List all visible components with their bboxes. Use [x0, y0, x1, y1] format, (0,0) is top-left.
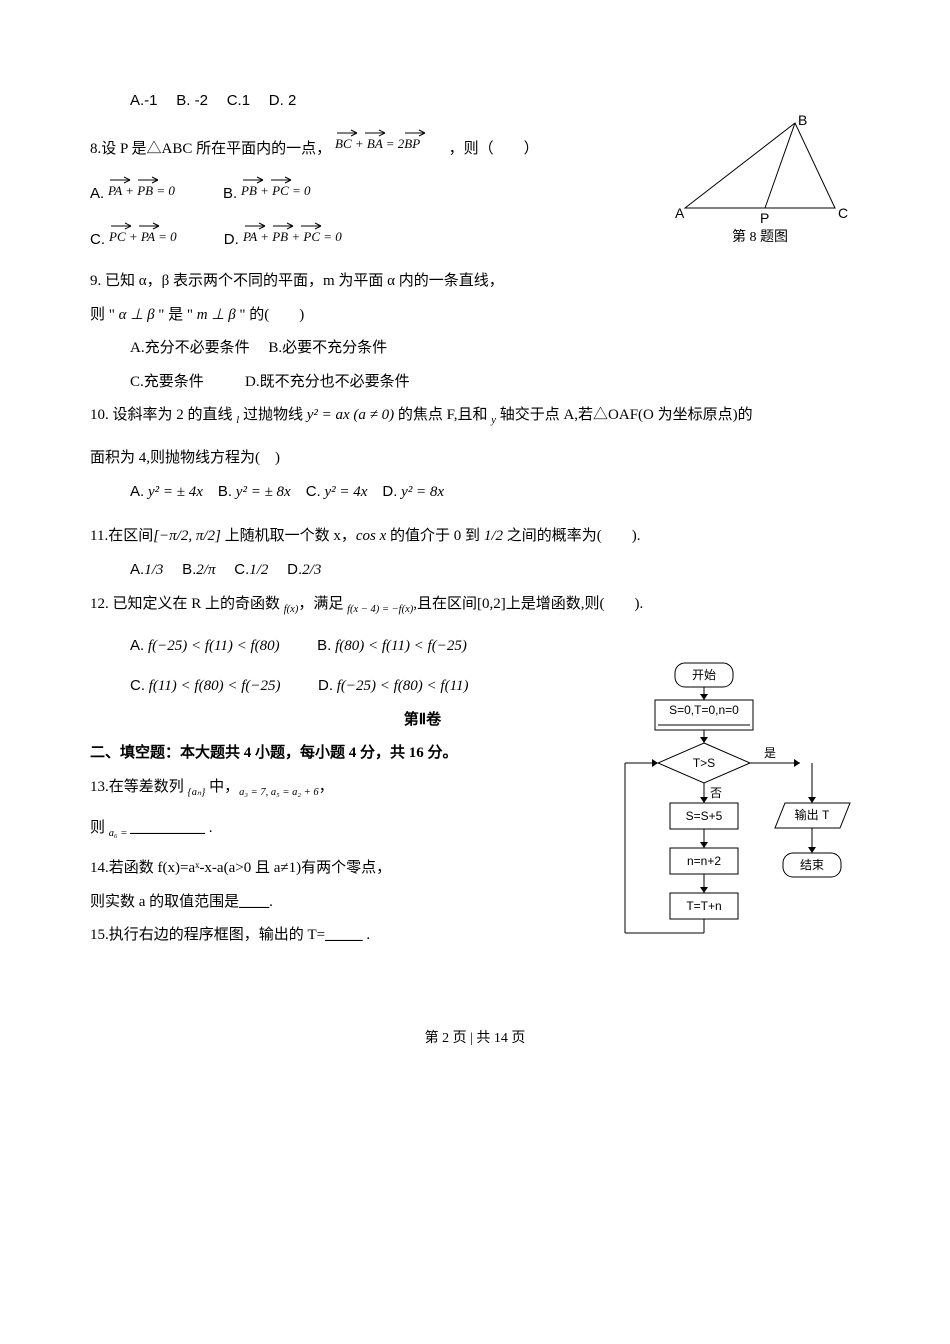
q8-d-label: D. — [224, 231, 239, 248]
q8-d-eq: PA + PB + PC = 0 — [243, 223, 393, 251]
section2-block: 开始 S=0,T=0,n=0 T>S 是 否 S=S+5 n=n+2 — [90, 708, 860, 998]
pt-p: P — [760, 210, 769, 226]
q11-opts: A.1/3 B.2/π C.1/2 D.2/3 — [130, 557, 860, 584]
svg-text:否: 否 — [710, 786, 722, 800]
q8-block: A B C P 第 8 题图 8.设 P 是△ABC 所在平面内的一点， BC … — [90, 123, 860, 262]
svg-text:是: 是 — [764, 746, 776, 760]
q9-eq2: m ⊥ β — [197, 307, 236, 323]
svg-text:开始: 开始 — [692, 668, 716, 682]
pt-b: B — [798, 112, 807, 128]
q7-options: A.-1 B. -2 C.1 D. 2 — [130, 88, 860, 115]
svg-text:S=0,T=0,n=0: S=0,T=0,n=0 — [669, 703, 739, 717]
svg-text:T=T+n: T=T+n — [686, 899, 721, 913]
q8-eq: BC + BA = 2BP — [335, 130, 445, 160]
q10-eq1: y² = ax (a ≠ 0) — [307, 407, 394, 423]
q10-d: y² = 8x — [401, 484, 444, 500]
q8-diagram: A B C P 第 8 题图 — [670, 113, 850, 253]
q9-eq1: α ⊥ β — [119, 307, 155, 323]
q10-opts: A. y² = ± 4x B. y² = ± 8x C. y² = 4x D. … — [130, 479, 860, 506]
q9-opts-cd: C.充要条件 D.既不充分也不必要条件 — [130, 370, 860, 396]
triangle-svg: A B C P 第 8 题图 — [670, 113, 850, 243]
page-footer: 第 2 页 | 共 14 页 — [90, 1027, 860, 1051]
q8-stem-suffix: ，则（ ） — [449, 141, 539, 157]
q7-opt-d: D. 2 — [269, 92, 297, 109]
q13-eq: a₃ = 7, a₅ = a₂ + 6 — [239, 787, 318, 798]
q12-b: f(80) < f(11) < f(−25) — [335, 638, 467, 654]
q8-stem-prefix: 8.设 P 是△ABC 所在平面内的一点， — [90, 141, 331, 157]
q8-a-eq: PA + PB = 0 — [108, 177, 208, 205]
q12-eq: f(x − 4) = −f(x) — [347, 604, 413, 615]
pt-c: C — [838, 205, 848, 221]
svg-text:n=n+2: n=n+2 — [687, 854, 721, 868]
q9-c: C.充要条件 — [130, 374, 204, 390]
q11-line: 11.在区间[−π/2, π/2] 上随机取一个数 x，cos x 的值介于 0… — [90, 524, 860, 550]
svg-text:结束: 结束 — [800, 858, 824, 872]
q12-d: f(−25) < f(80) < f(11) — [337, 678, 469, 694]
svg-text:PA + PB = 0: PA + PB = 0 — [107, 183, 175, 198]
q15-blank: _____ — [325, 927, 363, 943]
q12-c: f(11) < f(80) < f(−25) — [149, 678, 281, 694]
q11-d: 2/3 — [302, 562, 321, 578]
q9-a: A.充分不必要条件 — [130, 340, 250, 356]
svg-text:BC + BA = 2BP: BC + BA = 2BP — [335, 136, 420, 151]
q9-d: D.既不充分也不必要条件 — [245, 374, 410, 390]
q9-b: B.必要不充分条件 — [268, 340, 387, 356]
svg-text:PA + PB + PC = 0: PA + PB + PC = 0 — [242, 229, 342, 244]
q8-caption: 第 8 题图 — [732, 228, 788, 245]
q10-a: y² = ± 4x — [148, 484, 203, 500]
q8-b-label: B. — [223, 185, 237, 202]
q10-line2: 面积为 4,则抛物线方程为( ) — [90, 446, 860, 472]
q13-blank: __________ — [130, 820, 205, 836]
flowchart: 开始 S=0,T=0,n=0 T>S 是 否 S=S+5 n=n+2 — [590, 658, 860, 998]
q11-c: 1/2 — [249, 562, 268, 578]
svg-text:S=S+5: S=S+5 — [686, 809, 723, 823]
q8-a-label: A. — [90, 185, 104, 202]
q11-interval: [−π/2, π/2] — [153, 528, 221, 544]
q7-opt-a: A.-1 — [130, 92, 158, 109]
q12-line: 12. 已知定义在 R 上的奇函数 f(x)，满足 f(x − 4) = −f(… — [90, 592, 860, 619]
svg-text:输出 T: 输出 T — [795, 807, 830, 822]
q7-opt-c: C.1 — [227, 92, 250, 109]
q8-b-eq: PB + PC = 0 — [241, 177, 341, 205]
q8-c-eq: PC + PA = 0 — [109, 223, 209, 251]
q12-opts-ab: A. f(−25) < f(11) < f(80) B. f(80) < f(1… — [130, 633, 860, 660]
q10-b: y² = ± 8x — [236, 484, 291, 500]
flowchart-svg: 开始 S=0,T=0,n=0 T>S 是 否 S=S+5 n=n+2 — [590, 658, 860, 988]
q10-c: y² = 4x — [324, 484, 367, 500]
q11-half: 1/2 — [484, 528, 503, 544]
q11-cos: cos x — [356, 528, 386, 544]
q12-a: f(−25) < f(11) < f(80) — [148, 638, 280, 654]
q11-b: 2/π — [196, 562, 215, 578]
q9-line2: 则 " α ⊥ β " 是 " m ⊥ β " 的( ) — [90, 303, 860, 329]
pt-a: A — [675, 205, 685, 221]
svg-text:PC + PA = 0: PC + PA = 0 — [108, 229, 177, 244]
q8-c-label: C. — [90, 231, 105, 248]
svg-text:T>S: T>S — [693, 756, 715, 770]
q7-opt-b: B. -2 — [176, 92, 208, 109]
svg-text:PB + PC = 0: PB + PC = 0 — [240, 183, 311, 198]
q9-line1: 9. 已知 α，β 表示两个不同的平面，m 为平面 α 内的一条直线， — [90, 269, 860, 295]
q10-line1: 10. 设斜率为 2 的直线 l 过抛物线 y² = ax (a ≠ 0) 的焦… — [90, 403, 860, 430]
q14-blank: ____ — [239, 894, 269, 910]
q11-a: 1/3 — [144, 562, 163, 578]
q9-opts-ab: A.充分不必要条件 B.必要不充分条件 — [130, 336, 860, 362]
